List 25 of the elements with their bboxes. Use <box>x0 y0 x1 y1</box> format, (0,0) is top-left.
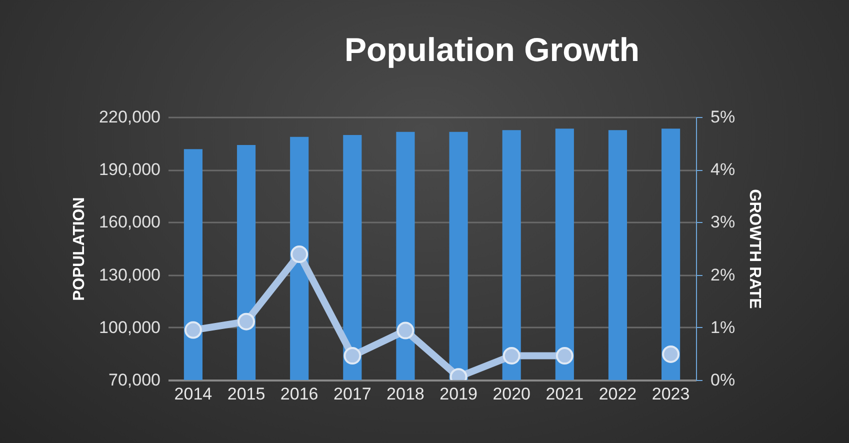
y2-tick-label: 0% <box>710 370 736 390</box>
y-tick-label: 100,000 <box>99 318 160 337</box>
y-tick-label: 190,000 <box>99 160 160 180</box>
y2-tick-label: 3% <box>710 212 736 232</box>
y2-axis-title: GROWTH RATE <box>746 189 764 310</box>
x-tick-label: 2022 <box>598 384 637 404</box>
x-tick-label: 2017 <box>333 384 372 404</box>
x-tick-label: 2023 <box>652 384 690 404</box>
x-tick-label: 2015 <box>227 384 266 404</box>
y-axis-title: POPULATION <box>71 197 88 301</box>
y-tick-label: 70,000 <box>108 370 160 390</box>
y-tick-label: 160,000 <box>99 212 160 232</box>
x-tick-label: 2016 <box>280 384 318 404</box>
x-tick-label: 2019 <box>440 384 478 404</box>
chart-title: Population Growth <box>344 31 640 68</box>
x-tick-label: 2018 <box>386 384 424 404</box>
x-tick-label: 2014 <box>174 384 212 404</box>
y-tick-label: 130,000 <box>99 265 160 284</box>
x-tick-label: 2020 <box>492 384 531 404</box>
y2-tick-label: 1% <box>710 318 736 337</box>
y2-tick-label: 5% <box>710 108 736 126</box>
y2-tick-label: 4% <box>710 160 736 180</box>
y2-tick-label: 2% <box>710 265 736 284</box>
x-tick-label: 2021 <box>546 384 584 404</box>
y-tick-label: 220,000 <box>99 108 160 126</box>
